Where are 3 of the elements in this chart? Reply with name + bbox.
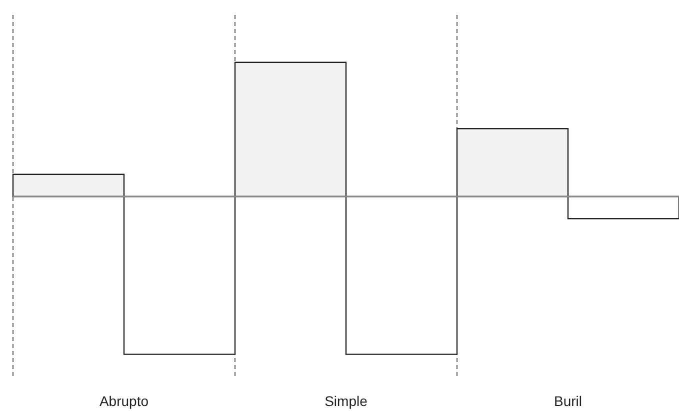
- x-tick-label: Abrupto: [99, 392, 149, 409]
- x-tick-label: Simple: [324, 392, 368, 409]
- x-tick-label: Buril: [554, 392, 582, 409]
